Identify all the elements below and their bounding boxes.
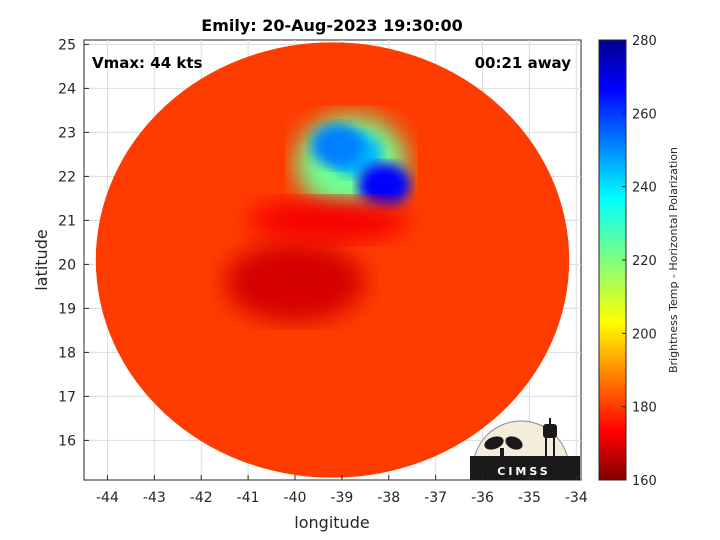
colorbar-tick-label: 180 [632, 401, 657, 416]
dish-icon [484, 436, 504, 450]
x-tick-label: -34 [565, 490, 588, 506]
x-tick-label: -41 [237, 490, 260, 506]
y-tick-label: 18 [58, 345, 76, 361]
y-tick-label: 16 [58, 433, 76, 449]
x-tick-label: -38 [377, 490, 400, 506]
colorbar-ticks: 160 180 200 220 240 260 280 [622, 34, 657, 489]
y-tick-label: 24 [58, 81, 76, 97]
warm-core-region [311, 123, 364, 168]
x-tick-label: -42 [190, 490, 213, 506]
x-tick-label: -35 [518, 490, 541, 506]
x-tick-label: -44 [96, 490, 119, 506]
cimss-logo: CIMSS [470, 418, 580, 480]
y-tick-label: 23 [58, 125, 76, 141]
colorbar-tick-label: 220 [632, 254, 657, 269]
colorbar-tick-label: 260 [632, 107, 657, 122]
dish-icon [505, 436, 523, 450]
colorbar-tick-label: 200 [632, 327, 657, 342]
x-tick-label: -37 [424, 490, 447, 506]
y-tick-label: 22 [58, 169, 76, 185]
x-tick-label: -39 [330, 490, 353, 506]
chart-title: Emily: 20-Aug-2023 19:30:00 [201, 16, 462, 35]
colorbar-tick-label: 280 [632, 34, 657, 49]
x-axis: -44 -43 -42 -41 -40 -39 -38 -37 -36 -35 -34 [96, 475, 588, 506]
features [224, 115, 411, 322]
tower-icon [543, 424, 557, 438]
colorbar [598, 39, 627, 481]
y-axis-label: latitude [32, 229, 51, 290]
y-axis: 16 17 18 19 20 21 22 23 24 25 [58, 37, 89, 449]
cold-center-region [224, 242, 365, 322]
x-axis-label: longitude [294, 513, 369, 532]
y-tick-label: 19 [58, 301, 76, 317]
x-tick-label: -40 [284, 490, 307, 506]
y-tick-label: 17 [58, 389, 76, 405]
x-tick-label: -36 [471, 490, 494, 506]
x-tick-label: -43 [143, 490, 166, 506]
y-tick-label: 25 [58, 37, 76, 53]
cold-band-region [247, 198, 408, 243]
warm-core-region [358, 163, 411, 208]
vmax-annotation: Vmax: 44 kts [92, 54, 202, 72]
swath [95, 42, 570, 478]
y-tick-label: 21 [58, 213, 76, 229]
logo-text: CIMSS [497, 465, 550, 478]
away-annotation: 00:21 away [475, 54, 572, 72]
colorbar-label: Brightness Temp - Horizontal Polarizatio… [667, 147, 680, 373]
y-tick-label: 20 [58, 257, 76, 273]
colorbar-tick-label: 160 [632, 474, 657, 489]
colorbar-tick-label: 240 [632, 181, 657, 196]
